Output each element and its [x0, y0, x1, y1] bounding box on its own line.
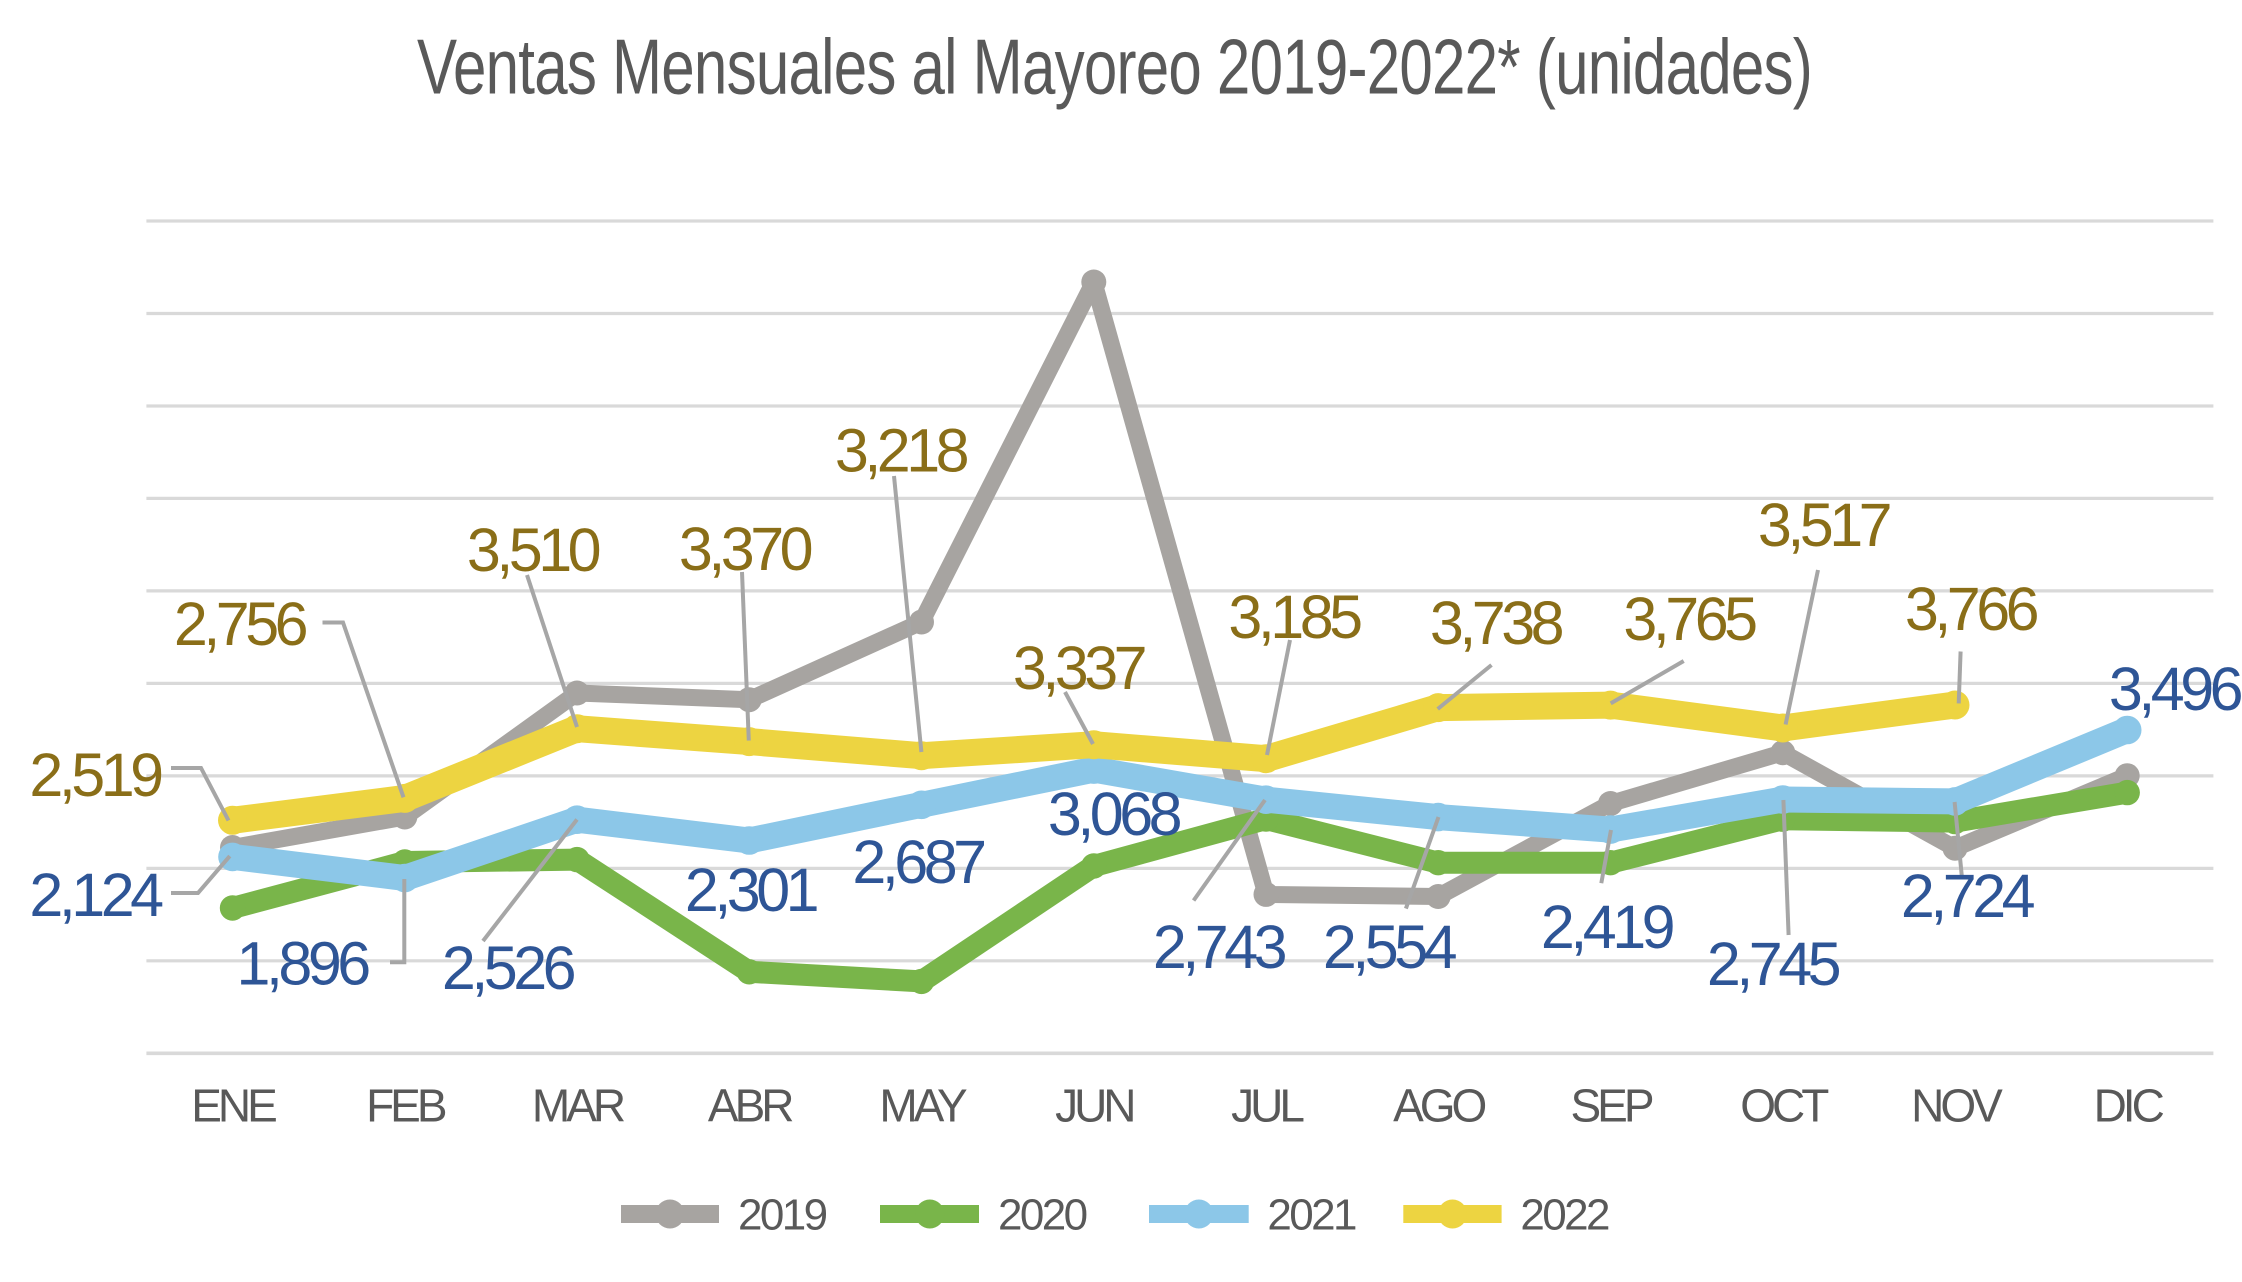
svg-text:2022: 2022 — [1520, 1190, 1609, 1239]
svg-text:2,724: 2,724 — [1901, 862, 2035, 930]
svg-text:2,301: 2,301 — [685, 856, 817, 924]
svg-text:3,765: 3,765 — [1623, 585, 1756, 653]
svg-text:3,496: 3,496 — [2109, 655, 2242, 723]
svg-text:2,526: 2,526 — [442, 934, 575, 1002]
svg-text:2,743: 2,743 — [1153, 913, 1286, 981]
svg-text:2019: 2019 — [738, 1190, 827, 1239]
svg-text:JUL: JUL — [1231, 1079, 1304, 1131]
svg-text:3,218: 3,218 — [835, 417, 968, 485]
svg-text:Ventas Mensuales al Mayoreo 20: Ventas Mensuales al Mayoreo 2019-2022* (… — [417, 23, 1812, 111]
svg-text:3,766: 3,766 — [1905, 575, 2038, 643]
svg-text:2,554: 2,554 — [1323, 913, 1457, 981]
svg-text:JUN: JUN — [1055, 1079, 1133, 1131]
svg-text:2020: 2020 — [998, 1190, 1087, 1239]
svg-text:3,185: 3,185 — [1228, 583, 1361, 651]
svg-text:2,124: 2,124 — [29, 861, 163, 929]
svg-text:FEB: FEB — [366, 1079, 446, 1131]
svg-text:DIC: DIC — [2094, 1079, 2164, 1131]
svg-text:3,068: 3,068 — [1048, 780, 1181, 848]
svg-text:1,896: 1,896 — [237, 930, 370, 998]
svg-text:2021: 2021 — [1267, 1190, 1356, 1239]
svg-text:2,756: 2,756 — [174, 590, 307, 658]
svg-text:ENE: ENE — [191, 1079, 276, 1131]
svg-text:2,419: 2,419 — [1541, 893, 1674, 961]
svg-text:AGO: AGO — [1393, 1079, 1485, 1131]
svg-text:3,510: 3,510 — [467, 516, 600, 584]
svg-text:2,687: 2,687 — [852, 828, 984, 896]
svg-text:3,738: 3,738 — [1430, 589, 1563, 657]
svg-text:OCT: OCT — [1740, 1079, 1829, 1131]
svg-text:NOV: NOV — [1911, 1079, 2003, 1131]
svg-text:MAR: MAR — [532, 1079, 625, 1131]
svg-text:ABR: ABR — [708, 1079, 793, 1131]
svg-text:2,519: 2,519 — [29, 741, 162, 809]
svg-text:3,370: 3,370 — [679, 515, 812, 583]
svg-text:MAY: MAY — [879, 1079, 967, 1131]
svg-text:SEP: SEP — [1570, 1079, 1652, 1131]
svg-text:3,517: 3,517 — [1758, 491, 1890, 559]
svg-text:3,337: 3,337 — [1013, 634, 1145, 702]
svg-text:2,745: 2,745 — [1707, 930, 1840, 998]
